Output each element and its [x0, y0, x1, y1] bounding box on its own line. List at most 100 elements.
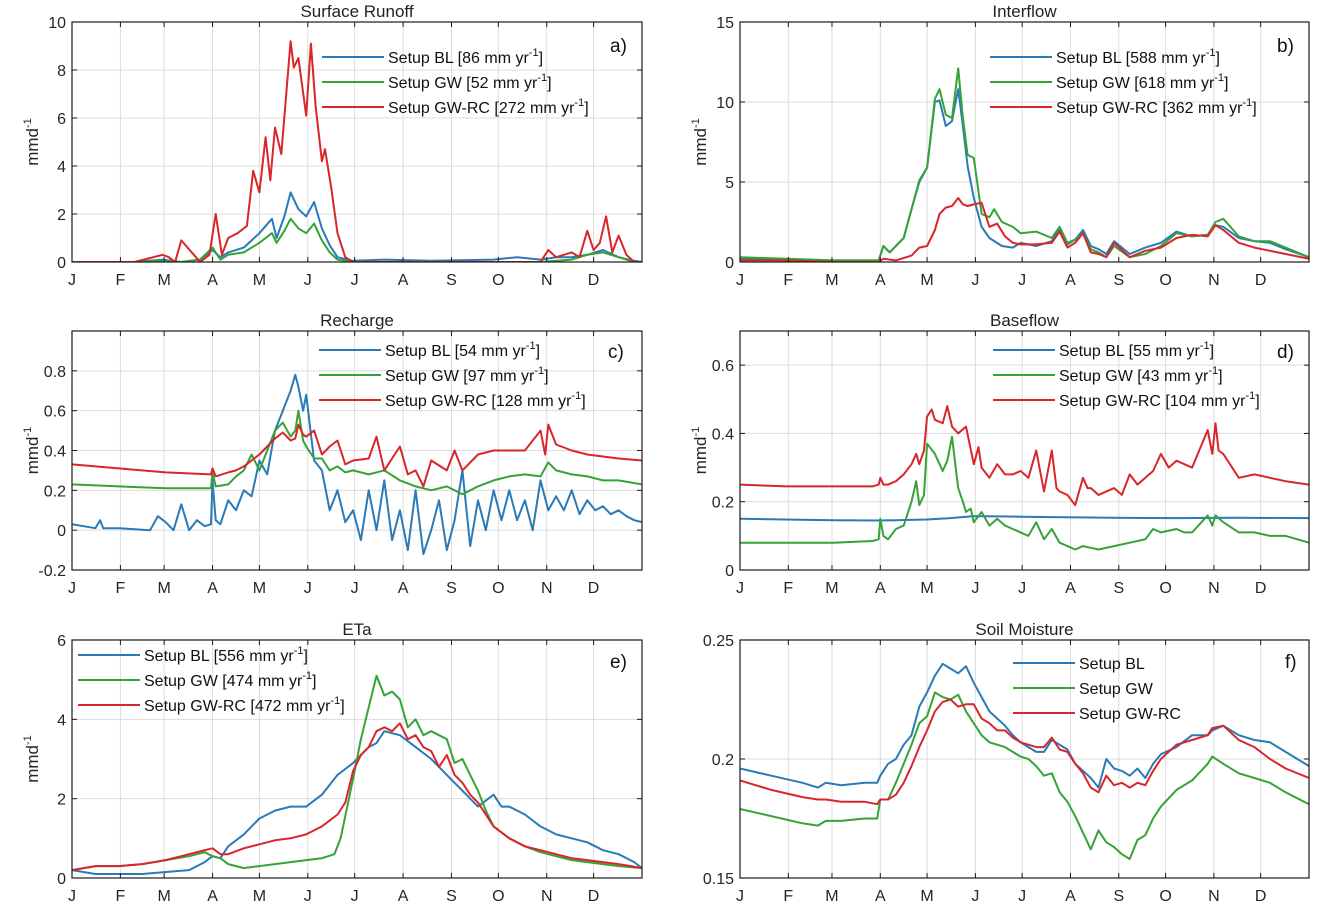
- axes-frame: [71, 639, 643, 879]
- x-tick-label: S: [1113, 888, 1124, 904]
- x-tick-label: M: [825, 272, 838, 289]
- x-tick-label: M: [157, 272, 170, 289]
- x-tick-label: J: [68, 272, 76, 289]
- axes-frame: [739, 21, 1310, 263]
- x-tick-label: M: [253, 888, 266, 904]
- panel-title: ETa: [342, 620, 372, 639]
- x-tick-label: M: [253, 580, 266, 597]
- x-tick-label: N: [1208, 272, 1220, 289]
- panel-a: J F M A M J J A S O N D 0 2 4 6 8 10 Surface Runoff mmd-1 a)…: [22, 2, 643, 289]
- x-tick-label: F: [783, 580, 793, 597]
- x-tick-label: O: [492, 272, 504, 289]
- y-tick-label: 8: [57, 63, 66, 80]
- x-tick-label: A: [398, 272, 409, 289]
- y-tick-label: 2: [57, 207, 66, 224]
- legend-entry: Setup BL [55 mm yr-1]: [1059, 340, 1214, 360]
- x-tick-label: M: [157, 580, 170, 597]
- legend: Setup BL [556 mm yr-1] Setup GW [474 mm y…: [78, 645, 345, 715]
- panel-title: Soil Moisture: [975, 620, 1073, 639]
- y-tick-label: 0: [57, 523, 66, 540]
- panel-title: Recharge: [320, 311, 394, 330]
- legend-entry: Setup GW [618 mm yr-1]: [1056, 72, 1229, 92]
- x-tick-label: J: [351, 888, 359, 904]
- x-tick-label: M: [253, 272, 266, 289]
- x-tick-label: D: [588, 272, 600, 289]
- series-group: [740, 405, 1309, 551]
- x-tick-label: S: [446, 272, 457, 289]
- x-tick-label: J: [1018, 580, 1026, 597]
- legend-entry: Setup BL: [1079, 656, 1145, 673]
- legend: Setup BL [54 mm yr-1] Setup GW [97 mm yr-…: [319, 340, 586, 410]
- x-tick-label: J: [1018, 888, 1026, 904]
- y-tick-label: 10: [716, 95, 734, 112]
- x-tick-label: O: [1159, 580, 1171, 597]
- x-tick-label: A: [1065, 888, 1076, 904]
- panel-c: J F M A M J J A S O N D -0.2 0 0.2 0.4 0.6 0.8 Recharge mmd…: [22, 311, 643, 597]
- panel-title: Surface Runoff: [300, 2, 413, 21]
- panel-d: J F M A M J J A S O N D 0 0.2 0.4 0.6 Baseflow mmd-1 d) Set…: [690, 311, 1310, 597]
- y-axis-label: mmd-1: [22, 735, 42, 783]
- x-tick-label: O: [1159, 888, 1171, 904]
- x-tick-label: J: [1018, 272, 1026, 289]
- legend-entry: Setup BL [588 mm yr-1]: [1056, 47, 1220, 67]
- series-line-setupgw-rcmmyr: [72, 423, 642, 488]
- legend-entry: Setup GW-RC [362 mm yr-1]: [1056, 97, 1257, 117]
- y-tick-label: 15: [716, 15, 734, 32]
- y-axis-label: mmd-1: [22, 118, 42, 166]
- series-line-setupbl: [740, 662, 1309, 789]
- legend: Setup BL [86 mm yr-1] Setup GW [52 mm yr-…: [322, 47, 589, 117]
- x-tick-label: J: [304, 272, 312, 289]
- x-tick-label: F: [116, 888, 126, 904]
- x-tick-label: N: [1208, 888, 1220, 904]
- y-tick-label: 0: [725, 255, 734, 272]
- panel-label: e): [610, 652, 627, 673]
- legend-entry: Setup GW-RC [104 mm yr-1]: [1059, 390, 1260, 410]
- y-tick-label: 0.8: [44, 364, 66, 381]
- y-tick-label: 6: [57, 111, 66, 128]
- x-tick-label: D: [1255, 580, 1267, 597]
- legend-entry: Setup BL [54 mm yr-1]: [385, 340, 540, 360]
- legend-entry: Setup BL [556 mm yr-1]: [144, 645, 308, 665]
- axes-frame: [739, 330, 1310, 571]
- panel-label: b): [1277, 36, 1294, 57]
- series-line-setupgwmmyr: [740, 435, 1309, 551]
- y-tick-label: 10: [48, 15, 66, 32]
- y-tick-label: 0: [725, 563, 734, 580]
- x-tick-label: M: [825, 888, 838, 904]
- legend-entry: Setup GW [97 mm yr-1]: [385, 365, 549, 385]
- y-axis-label: mmd-1: [690, 427, 710, 475]
- x-tick-label: O: [492, 888, 504, 904]
- legend-entry: Setup GW [43 mm yr-1]: [1059, 365, 1223, 385]
- series-line-setupgw-rcmmyr: [72, 40, 642, 262]
- x-tick-label: A: [398, 580, 409, 597]
- x-tick-label: S: [446, 580, 457, 597]
- y-tick-label: 0.6: [44, 404, 66, 421]
- series-line-setupgw: [740, 691, 1309, 860]
- legend: Setup BL Setup GW Setup GW-RC: [1013, 656, 1181, 723]
- legend: Setup BL [588 mm yr-1] Setup GW [618 mm y…: [990, 47, 1257, 117]
- x-tick-label: N: [1208, 580, 1220, 597]
- x-tick-label: O: [1159, 272, 1171, 289]
- x-tick-label: O: [492, 580, 504, 597]
- y-axis-label: mmd-1: [22, 427, 42, 475]
- x-tick-label: D: [588, 888, 600, 904]
- x-tick-label: M: [920, 888, 933, 904]
- y-tick-label: 5: [725, 175, 734, 192]
- x-tick-label: D: [588, 580, 600, 597]
- y-tick-label: 0.6: [712, 358, 734, 375]
- x-tick-label: A: [398, 888, 409, 904]
- x-tick-label: D: [1255, 888, 1267, 904]
- panel-label: c): [608, 342, 624, 363]
- panel-b: J F M A M J J A S O N D 0 5 10 15 Interflow mmd-1 b) Setup …: [690, 2, 1310, 289]
- x-tick-label: M: [157, 888, 170, 904]
- legend-entry: Setup GW: [1079, 681, 1154, 698]
- y-tick-label: 0.2: [712, 495, 734, 512]
- y-axis-label: mmd-1: [690, 118, 710, 166]
- series-line-setupgw-rcmmyr: [740, 405, 1309, 507]
- legend-entry: Setup GW-RC: [1079, 706, 1181, 723]
- x-tick-label: A: [875, 580, 886, 597]
- y-tick-label: -0.2: [38, 563, 66, 580]
- x-tick-label: J: [971, 580, 979, 597]
- y-tick-label: 0.25: [703, 633, 734, 650]
- axes-frame: [71, 21, 643, 263]
